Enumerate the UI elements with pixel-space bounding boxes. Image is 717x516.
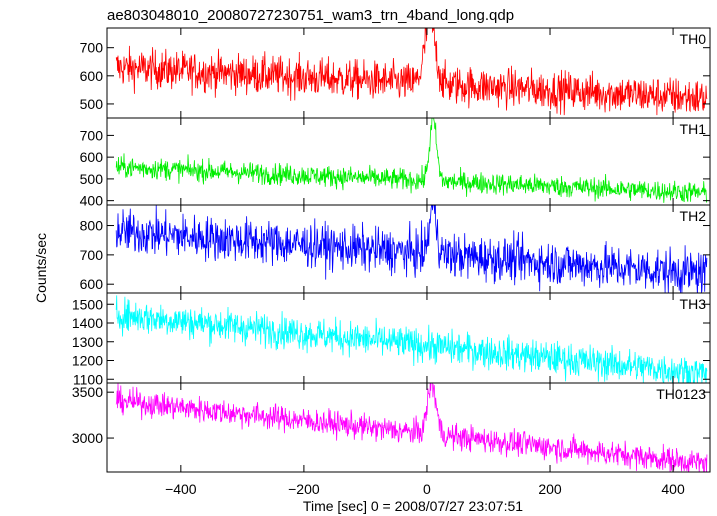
series-label: TH0123 <box>656 386 706 402</box>
panel-th0123: 3000 3500 TH0123 <box>72 382 711 473</box>
y-tick-label: 3000 <box>72 430 103 446</box>
y-tick-label: 1100 <box>73 371 103 387</box>
x-tick-label: 200 <box>538 481 562 497</box>
series-label: TH0 <box>680 31 707 47</box>
series-label: TH3 <box>680 296 707 312</box>
series-line-th2 <box>115 205 708 293</box>
panel-th1: 400 500 600 700 TH1 <box>80 117 711 209</box>
y-tick-label: 700 <box>80 247 104 263</box>
x-axis-label: Time [sec] 0 = 2008/07/27 23:07:51 <box>303 498 523 514</box>
series-label: TH2 <box>680 208 707 224</box>
chart-title: ae803048010_20080727230751_wam3_trn_4ban… <box>107 7 514 24</box>
y-tick-label: 1200 <box>72 353 103 369</box>
x-tick-label: −400 <box>165 481 197 497</box>
x-axis: −400 −200 0 200 400 <box>165 481 685 497</box>
y-tick-label: 400 <box>80 193 104 209</box>
panel-th3: 1100 1200 1300 1400 1500 TH3 <box>72 292 711 387</box>
series-line-th1 <box>115 118 708 203</box>
y-tick-label: 800 <box>80 218 104 234</box>
panel-frame <box>106 117 711 206</box>
x-tick-label: −200 <box>288 481 320 497</box>
panel-th2: 600 700 800 TH2 <box>80 204 711 294</box>
panels-group: 500 600 700 TH0 400 500 600 700 TH1 600 700 800 TH2 1… <box>72 27 711 473</box>
x-tick-label: 0 <box>423 481 431 497</box>
y-tick-label: 1300 <box>72 334 103 350</box>
series-label: TH1 <box>680 121 707 137</box>
x-tick-label: 400 <box>661 481 685 497</box>
series-line-th0123 <box>115 383 708 472</box>
y-tick-label: 3500 <box>72 384 103 400</box>
y-tick-label: 700 <box>80 127 104 143</box>
y-tick-label: 600 <box>80 68 104 84</box>
y-tick-label: 600 <box>80 149 104 165</box>
y-tick-label: 1500 <box>72 296 103 312</box>
y-axis-label: Counts/sec <box>33 233 49 303</box>
y-tick-label: 1400 <box>72 315 103 331</box>
y-tick-label: 500 <box>80 96 104 112</box>
y-tick-label: 500 <box>80 171 104 187</box>
y-tick-label: 700 <box>80 40 104 56</box>
panel-frame <box>106 382 711 473</box>
series-line-th0 <box>115 28 708 116</box>
y-tick-label: 600 <box>80 276 104 292</box>
series-line-th3 <box>115 295 708 383</box>
